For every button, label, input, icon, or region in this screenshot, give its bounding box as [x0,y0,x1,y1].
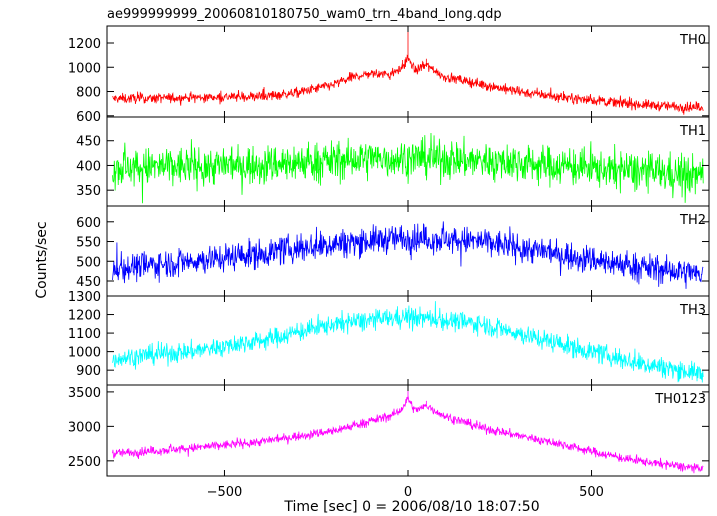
y-tick-label: 1000 [68,61,101,76]
y-tick-label: 900 [76,364,101,379]
panel-frame-th3 [106,295,710,386]
y-tick-label: 600 [76,110,101,125]
panel-th0: 600 800 1000 1200 TH0 [68,25,710,125]
y-tick-label: 1300 [68,290,101,305]
panel-th0123: 2500 3000 3500 TH0123 [68,384,710,477]
y-tick-label: 3500 [68,386,101,401]
y-tick-label: 450 [76,135,101,150]
series-line-th0123 [112,385,704,474]
y-tick-label: 1200 [68,309,101,324]
panel-label-th0: TH0 [679,33,706,48]
y-axis-label: Counts/sec [34,221,50,298]
panel-th3: 900 1000 1100 1200 1300 TH3 [68,290,710,386]
x-tick-label: 0 [404,485,412,500]
y-tick-label: 450 [76,275,101,290]
chart-title: ae999999999_20060810180750_wam0_trn_4ban… [107,7,502,22]
x-tick-label: 500 [579,485,604,500]
y-tick-label: 1000 [68,346,101,361]
y-tick-label: 2500 [68,455,101,470]
y-tick-label: 1100 [68,327,101,342]
x-tick-label: −500 [207,485,243,500]
panel-label-th0123: TH0123 [654,392,706,407]
panel-frame-th2 [106,205,710,297]
panel-th2: 450 500 550 600 TH2 [76,205,710,297]
series-line-th3 [112,301,704,383]
x-axis-label: Time [sec] 0 = 2006/08/10 18:07:50 [283,499,539,515]
y-tick-label: 800 [76,86,101,101]
y-tick-label: 1200 [68,37,101,52]
panel-label-th2: TH2 [679,213,706,228]
panel-label-th3: TH3 [679,303,706,318]
y-tick-label: 600 [76,216,101,231]
panel-label-th1: TH1 [679,124,706,139]
y-tick-label: 550 [76,236,101,251]
y-tick-label: 400 [76,159,101,174]
y-tick-label: 500 [76,255,101,270]
series-line-th2 [112,221,704,289]
panel-th1: 350 400 450 TH1 [76,116,710,207]
series-line-th1 [112,133,704,204]
series-line-th0 [112,26,704,115]
y-tick-label: 350 [76,184,101,199]
y-tick-label: 3000 [68,420,101,435]
